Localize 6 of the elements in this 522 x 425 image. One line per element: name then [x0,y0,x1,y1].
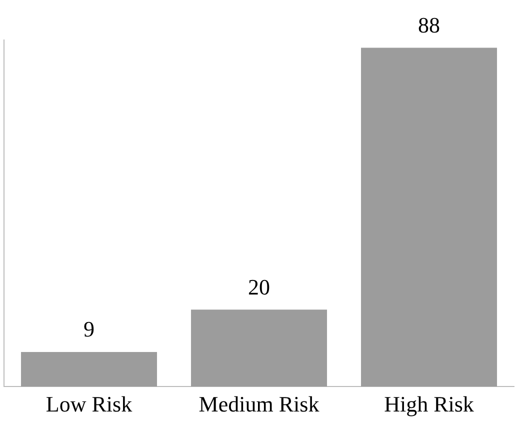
data-label: 20 [248,274,270,300]
x-tick-label: High Risk [384,392,474,417]
data-label: 88 [418,12,440,38]
x-tick-label: Low Risk [46,392,132,417]
data-label: 9 [84,316,94,342]
x-tick-label: Medium Risk [198,392,320,417]
